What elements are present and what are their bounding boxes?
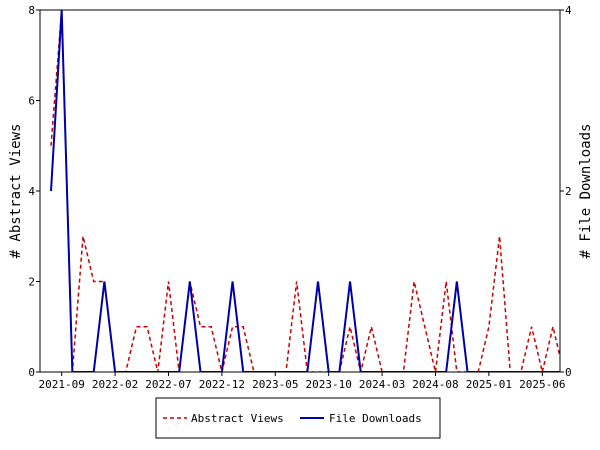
x-tick-label: 2025-06 bbox=[519, 378, 565, 391]
x-tick-label: 2024-03 bbox=[359, 378, 405, 391]
right-axis-title: # File Downloads bbox=[578, 124, 594, 259]
right-axis: 0 2 4 bbox=[560, 4, 572, 379]
left-axis: 0 2 4 6 8 bbox=[28, 4, 40, 379]
x-tick-label: 2025-01 bbox=[466, 378, 512, 391]
x-tick-label: 2021-09 bbox=[39, 378, 85, 391]
x-tick-label: 2024-08 bbox=[412, 378, 458, 391]
x-axis: 2021-09 2022-02 2022-07 2022-12 2023-05 2023-… bbox=[39, 372, 565, 391]
legend-box bbox=[155, 397, 441, 439]
x-tick-label: 2022-02 bbox=[92, 378, 138, 391]
legend-label-file-downloads: File Downloads bbox=[329, 412, 422, 425]
series-line-abstract-views bbox=[50, 10, 560, 372]
plot-frame bbox=[39, 9, 561, 373]
left-axis-title: # Abstract Views bbox=[8, 124, 24, 259]
plot-lines bbox=[50, 10, 560, 372]
series-line-file-downloads bbox=[50, 10, 560, 372]
left-tick-label: 0 bbox=[28, 366, 35, 379]
legend-label-abstract-views: Abstract Views bbox=[191, 412, 284, 425]
x-tick-label: 2022-07 bbox=[145, 378, 191, 391]
x-tick-label: 2022-12 bbox=[199, 378, 245, 391]
left-tick-label: 6 bbox=[28, 95, 35, 108]
left-tick-label: 8 bbox=[28, 4, 35, 17]
right-tick-label: 2 bbox=[565, 185, 572, 198]
legend: Abstract Views File Downloads bbox=[155, 397, 441, 439]
right-tick-label: 0 bbox=[565, 366, 572, 379]
x-tick-label: 2023-10 bbox=[306, 378, 352, 391]
left-tick-label: 4 bbox=[28, 185, 35, 198]
right-tick-label: 4 bbox=[565, 4, 572, 17]
x-tick-label: 2023-05 bbox=[252, 378, 298, 391]
left-tick-label: 2 bbox=[28, 276, 35, 289]
